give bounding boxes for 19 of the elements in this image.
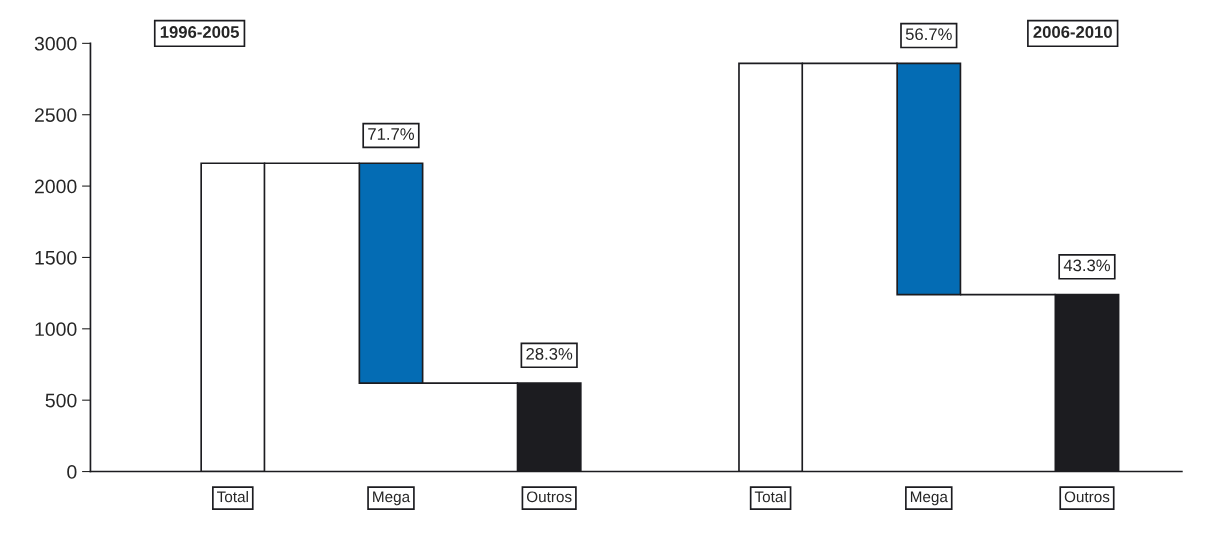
y-tick-label: 2500 xyxy=(34,108,77,122)
annotation: 28.3% xyxy=(526,347,573,360)
x-tick-label: Total xyxy=(754,490,786,503)
x-tick-label: Mega xyxy=(373,491,411,506)
y-tick-label: 0 xyxy=(67,465,77,479)
x-tick-label: Total xyxy=(217,490,248,503)
x-tick-label: Mega xyxy=(910,491,948,506)
x-tick-label: Outros xyxy=(526,491,572,503)
text: 1996-2005 xyxy=(160,26,239,38)
annotation: 71.7% xyxy=(368,128,415,140)
y-tick-label: 2000 xyxy=(34,179,77,194)
text: 56.7% xyxy=(905,28,952,41)
y-tick-label: 500 xyxy=(45,393,77,408)
text: 2006-2010 xyxy=(1033,26,1112,38)
x-tick-label: Outros xyxy=(1064,491,1110,503)
annotation: 43.3% xyxy=(1063,259,1111,272)
y-tick-label: 3000 xyxy=(34,36,77,51)
y-tick-label: 1500 xyxy=(35,250,77,265)
y-tick-label: 1000 xyxy=(35,322,77,337)
